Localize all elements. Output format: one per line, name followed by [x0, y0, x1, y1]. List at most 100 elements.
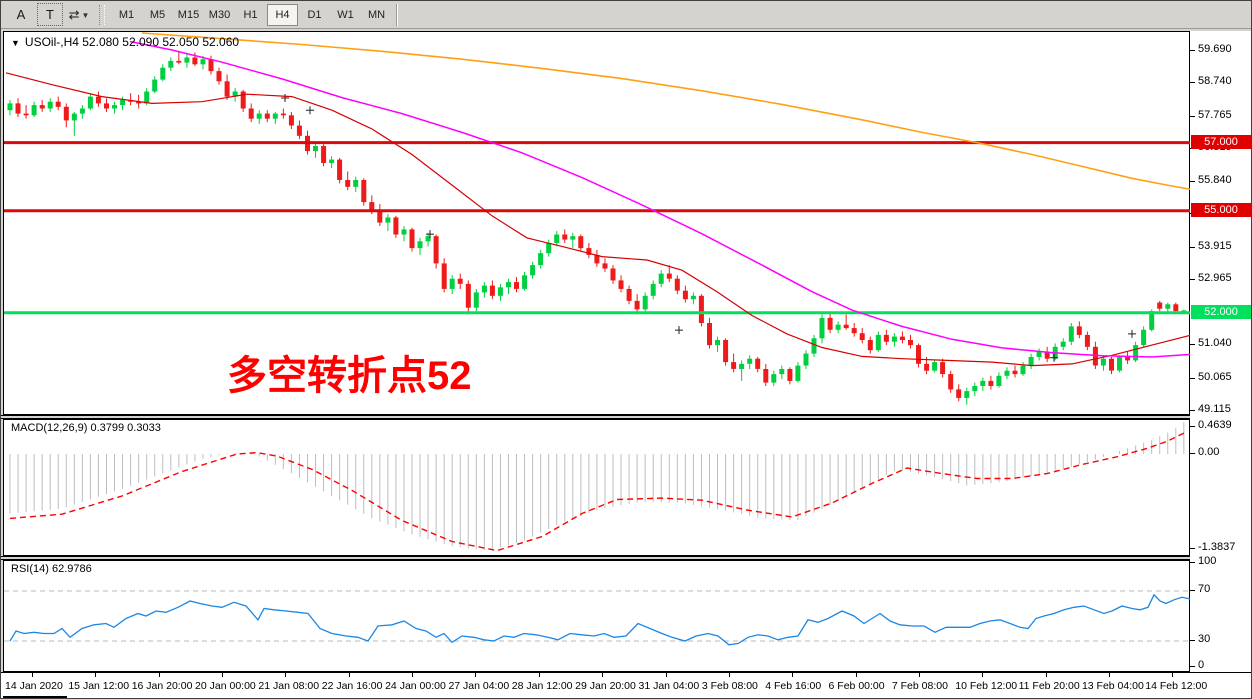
axis-tick-label: -1.3837 — [1198, 541, 1236, 553]
axis-tick-label: 100 — [1198, 555, 1217, 567]
rsi-chart — [4, 590, 1191, 646]
axis-tick-label: 51.040 — [1198, 337, 1232, 350]
level-price-label: 57.000 — [1191, 134, 1251, 149]
time-tick-mark — [1172, 673, 1174, 677]
axis-tick-mark — [1190, 590, 1195, 591]
timeframe-h4-button[interactable]: H4 — [267, 3, 298, 26]
time-tick-mark — [32, 673, 33, 677]
axis-tick-mark — [1190, 453, 1195, 454]
axis-tick-label: 0 — [1198, 659, 1205, 671]
axis-tick-mark — [1190, 410, 1195, 411]
axis-tick-label: 52.965 — [1198, 271, 1232, 284]
axis-tick-mark — [1190, 82, 1195, 84]
text-label-tool-button[interactable]: A — [16, 7, 26, 22]
time-axis-label: 10 Feb 12:00 — [955, 680, 1018, 692]
axis-tick-mark — [1190, 278, 1195, 280]
time-axis-label: 15 Jan 12:00 — [68, 680, 130, 692]
dropdown-caret-icon[interactable]: ▼ — [81, 10, 90, 20]
rsi-label: RSI(14) 62.9786 — [11, 563, 92, 575]
level-price-label: 52.000 — [1191, 304, 1251, 319]
rsi-panel — [3, 560, 1191, 672]
time-axis-label: 29 Jan 20:00 — [575, 680, 636, 692]
candlestick-chart[interactable] — [4, 32, 1191, 416]
axis-tick-label: 70 — [1198, 583, 1211, 595]
time-axis[interactable]: 14 Jan 2020 15 Jan 12:00 16 Jan 20:00 20 Ja… — [1, 672, 1251, 698]
time-tick-mark — [792, 673, 794, 677]
time-axis-label: 28 Jan 12:00 — [511, 680, 573, 692]
axis-tick-mark — [1190, 181, 1195, 183]
toolbar-grip[interactable] — [99, 4, 105, 25]
axis-tick-mark — [1190, 666, 1195, 667]
timeframe-w1-button[interactable]: W1 — [337, 8, 354, 21]
time-tick-mark — [285, 673, 287, 677]
time-tick-mark — [222, 673, 224, 677]
time-tick-mark — [348, 673, 350, 677]
time-axis-label: 3 Feb 08:00 — [701, 680, 758, 692]
timeframe-m5-button[interactable]: M5 — [149, 8, 166, 21]
timeframe-m1-button[interactable]: M1 — [118, 8, 135, 21]
time-axis-label: 6 Feb 00:00 — [828, 680, 885, 692]
time-tick-mark — [1108, 673, 1110, 677]
chart-title-text: USOil-,H4 52.080 52.090 52.050 52.060 — [24, 35, 240, 49]
time-tick-mark — [728, 673, 730, 677]
h-scroll-thumb[interactable] — [3, 696, 67, 698]
macd-chart — [9, 421, 1185, 552]
axis-tick-label: 49.115 — [1198, 403, 1231, 415]
time-axis-label: 21 Jan 08:00 — [258, 680, 320, 692]
time-axis-label: 20 Jan 00:00 — [195, 680, 256, 692]
axis-tick-mark — [1190, 426, 1195, 427]
axis-tick-mark — [1190, 344, 1195, 346]
time-axis-label: 11 Feb 20:00 — [1018, 680, 1080, 692]
time-axis-label: 24 Jan 00:00 — [385, 680, 446, 692]
chart-menu-arrow-icon[interactable]: ▼ — [11, 38, 20, 48]
timeframe-m15-button[interactable]: M15 — [177, 8, 200, 21]
axis-tick-label: 30 — [1198, 633, 1211, 645]
axis-tick-mark — [1190, 548, 1195, 549]
time-axis-label: 7 Feb 08:00 — [891, 680, 948, 692]
axis-tick-label: 55.840 — [1198, 174, 1232, 187]
axis-tick-label: 53.915 — [1198, 239, 1232, 252]
timeframe-mn-button[interactable]: MN — [367, 8, 386, 21]
toolbar-separator — [396, 3, 398, 26]
axis-tick-mark — [1190, 562, 1195, 563]
axis-tick-label: 59.690 — [1198, 43, 1232, 55]
time-tick-mark — [538, 673, 540, 677]
time-tick-mark — [1045, 673, 1047, 677]
axis-tick-label: 0.00 — [1198, 446, 1220, 458]
time-axis-label: 16 Jan 20:00 — [131, 680, 193, 692]
time-axis-label: 14 Jan 2020 — [5, 680, 63, 692]
time-tick-mark — [602, 673, 604, 677]
time-tick-mark — [982, 673, 984, 677]
main-chart-panel[interactable] — [3, 31, 1191, 416]
price-axis[interactable]: 59.69058.74057.76556.81555.84054.89053.9… — [1190, 31, 1251, 672]
time-axis-label: 13 Feb 04:00 — [1081, 680, 1144, 692]
toolbar-tools-group: A T ⇄ ▼ — [7, 3, 93, 26]
panel-separator[interactable] — [1, 556, 1251, 560]
timeframe-m30-button[interactable]: M30 — [208, 8, 231, 21]
text-tool-button[interactable]: T — [37, 3, 63, 26]
time-tick-mark — [855, 673, 857, 677]
timeframe-group: M1 M5 M15 M30 H1 H4 D1 W1 MN — [111, 3, 392, 26]
panel-separator[interactable] — [1, 415, 1251, 419]
axis-tick-mark — [1190, 50, 1195, 51]
time-tick-mark — [918, 673, 920, 677]
time-axis-label: 14 Feb 12:00 — [1145, 680, 1208, 692]
axis-tick-label: 58.740 — [1198, 75, 1232, 88]
time-axis-label: 27 Jan 04:00 — [448, 680, 510, 692]
time-axis-label: 4 Feb 16:00 — [765, 680, 822, 692]
axis-tick-mark — [1190, 377, 1195, 379]
arrows-tool-button[interactable]: ⇄ ▼ — [68, 7, 90, 22]
chart-annotation: 多空转折点52 — [227, 354, 472, 398]
time-axis-label: 31 Jan 04:00 — [638, 680, 700, 692]
axis-tick-label: 0.4639 — [1198, 419, 1232, 431]
axis-tick-mark — [1190, 246, 1195, 248]
timeframe-h1-button[interactable]: H1 — [243, 8, 258, 21]
timeframe-d1-button[interactable]: D1 — [307, 8, 322, 21]
axis-tick-mark — [1190, 640, 1195, 641]
level-price-label: 55.000 — [1191, 202, 1251, 217]
time-tick-mark — [95, 673, 97, 677]
time-tick-mark — [475, 673, 477, 677]
chart-title: ▼ USOil-,H4 52.080 52.090 52.050 52.060 — [11, 35, 239, 49]
axis-tick-label: 50.065 — [1198, 370, 1232, 383]
